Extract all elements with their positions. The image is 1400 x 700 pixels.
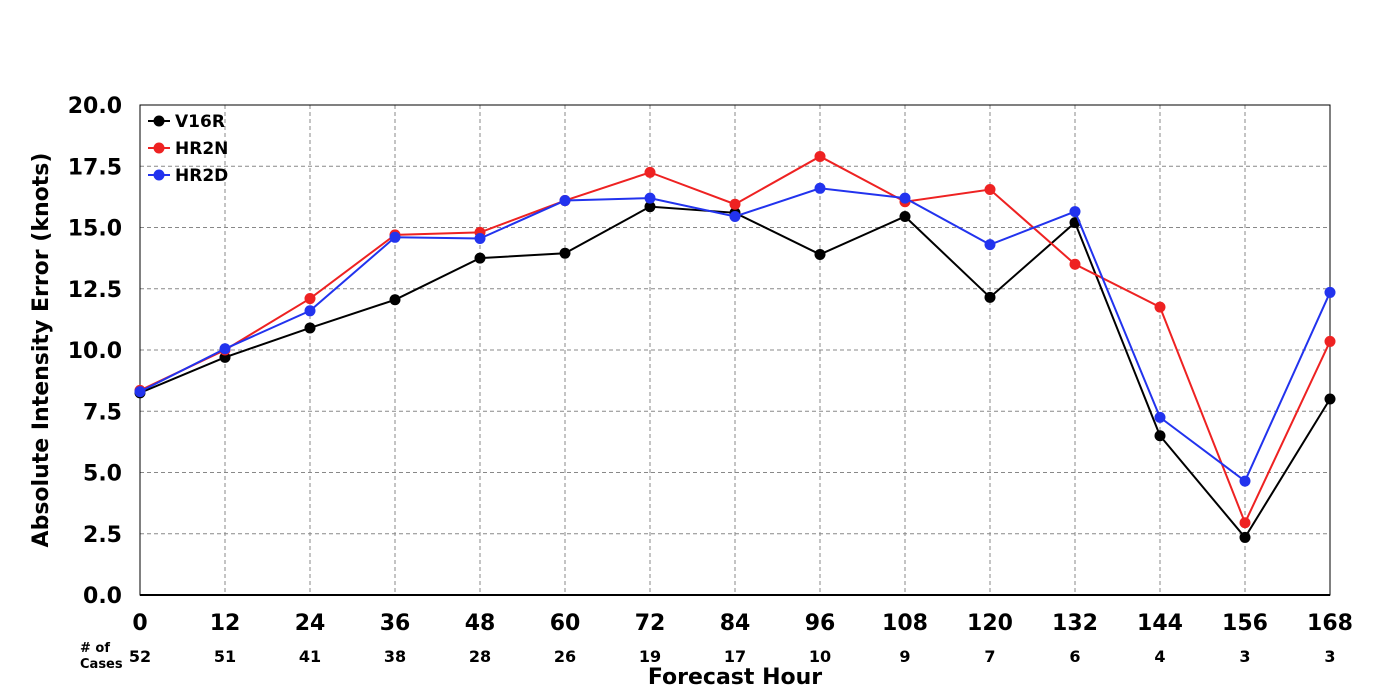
x-axis-ticks: 0 12 24 36 48 60 72 84 96 108 120 132 144 156 168 [132, 611, 1353, 636]
case-count: 41 [299, 647, 321, 666]
x-tick-label: 48 [465, 611, 496, 636]
legend: V16R HR2N HR2D [148, 112, 228, 186]
x-tick-label: 0 [132, 611, 147, 636]
legend-marker-hr2n [153, 142, 165, 154]
grid-lines [140, 105, 1330, 595]
case-count: 10 [809, 647, 831, 666]
data-point-hr2d [1324, 286, 1336, 298]
legend-marker-v16r [153, 115, 165, 127]
data-point-v16r [814, 248, 826, 260]
data-point-v16r [1154, 430, 1166, 442]
series-layer [134, 150, 1336, 543]
x-tick-label: 24 [295, 611, 326, 636]
legend-label-hr2d: HR2D [175, 166, 228, 186]
case-count: 3 [1239, 647, 1250, 666]
x-tick-label: 36 [380, 611, 411, 636]
x-tick-label: 84 [720, 611, 751, 636]
case-count: 26 [554, 647, 576, 666]
legend-label-v16r: V16R [175, 112, 225, 132]
x-axis-title: Forecast Hour [648, 665, 822, 690]
data-point-v16r [559, 247, 571, 259]
case-count: 3 [1324, 647, 1335, 666]
case-count: 28 [469, 647, 491, 666]
case-count: 38 [384, 647, 406, 666]
y-tick-label: 15.0 [68, 217, 122, 242]
data-point-hr2n [729, 198, 741, 210]
data-point-hr2n [304, 293, 316, 305]
data-point-hr2d [1239, 475, 1251, 487]
case-count: 52 [129, 647, 151, 666]
data-point-hr2d [389, 231, 401, 243]
data-point-hr2d [899, 192, 911, 204]
cases-row: 52 51 41 38 28 26 19 17 10 9 7 6 4 3 3 [129, 647, 1336, 666]
data-point-v16r [644, 201, 656, 213]
legend-marker-hr2d [153, 169, 165, 181]
case-count: 51 [214, 647, 236, 666]
data-point-hr2d [219, 343, 231, 355]
data-point-hr2d [814, 182, 826, 194]
y-tick-label: 20.0 [68, 94, 122, 119]
case-count: 6 [1069, 647, 1080, 666]
data-point-hr2n [1324, 335, 1336, 347]
case-count: 17 [724, 647, 746, 666]
x-tick-label: 120 [967, 611, 1013, 636]
x-tick-label: 168 [1307, 611, 1353, 636]
x-tick-label: 12 [210, 611, 241, 636]
data-point-v16r [474, 252, 486, 264]
data-point-hr2n [644, 166, 656, 178]
data-point-v16r [1239, 531, 1251, 543]
x-tick-label: 144 [1137, 611, 1183, 636]
data-point-hr2n [984, 184, 996, 196]
data-point-hr2d [134, 386, 146, 398]
y-tick-label: 0.0 [83, 584, 122, 609]
data-point-hr2n [1239, 517, 1251, 529]
data-point-hr2d [1154, 411, 1166, 423]
case-count: 19 [639, 647, 661, 666]
data-point-hr2n [1154, 301, 1166, 313]
x-tick-label: 132 [1052, 611, 1098, 636]
data-point-hr2n [814, 150, 826, 162]
data-point-v16r [304, 322, 316, 334]
y-tick-label: 5.0 [83, 462, 122, 487]
legend-label-hr2n: HR2N [175, 139, 228, 159]
data-point-hr2d [644, 192, 656, 204]
y-tick-label: 10.0 [68, 339, 122, 364]
x-tick-label: 60 [550, 611, 581, 636]
data-point-v16r [1324, 393, 1336, 405]
y-axis-ticks: 0.0 2.5 5.0 7.5 10.0 12.5 15.0 17.5 20.0 [68, 94, 122, 609]
data-point-hr2d [559, 195, 571, 207]
cases-label-line1: # of [80, 641, 110, 656]
cases-label-line2: Cases [80, 657, 123, 672]
data-point-hr2d [729, 210, 741, 222]
case-count: 9 [899, 647, 910, 666]
data-point-v16r [899, 210, 911, 222]
y-tick-label: 17.5 [68, 155, 122, 180]
data-point-hr2d [474, 233, 486, 245]
data-point-v16r [389, 294, 401, 306]
data-point-hr2d [1069, 206, 1081, 218]
data-point-hr2n [1069, 258, 1081, 270]
x-tick-label: 108 [882, 611, 928, 636]
y-tick-label: 12.5 [68, 278, 122, 303]
data-point-hr2d [984, 239, 996, 251]
y-axis-title: Absolute Intensity Error (knots) [29, 153, 54, 548]
data-point-v16r [984, 291, 996, 303]
case-count: 7 [984, 647, 995, 666]
x-tick-label: 72 [635, 611, 666, 636]
case-count: 4 [1154, 647, 1165, 666]
y-tick-label: 2.5 [83, 523, 122, 548]
data-point-hr2d [304, 305, 316, 317]
y-tick-label: 7.5 [83, 400, 122, 425]
x-tick-label: 156 [1222, 611, 1268, 636]
x-tick-label: 96 [805, 611, 836, 636]
